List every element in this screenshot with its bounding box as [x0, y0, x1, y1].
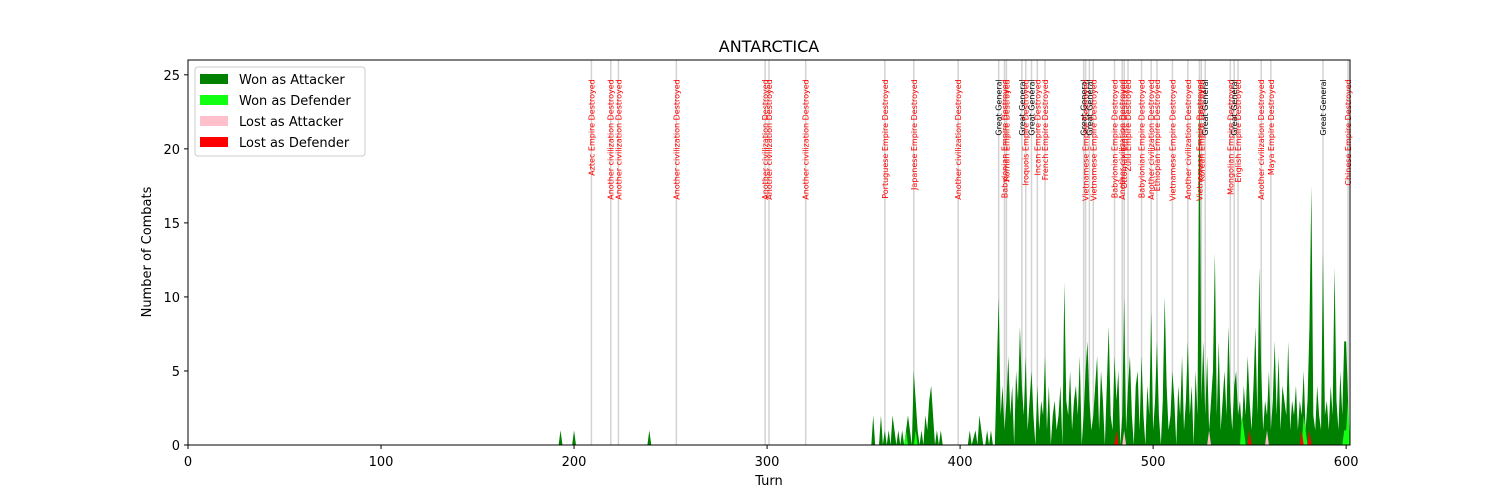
y-tick-label: 15: [163, 217, 180, 232]
y-axis-label: Number of Combats: [140, 186, 155, 317]
event-label: Vietnamese Empire Destroyed: [1168, 79, 1177, 201]
event-label: French Empire Destroyed: [1041, 79, 1050, 180]
event-label: Another civilization Destroyed: [614, 79, 623, 200]
x-tick-label: 400: [948, 455, 973, 470]
legend-entry: Lost as Attacker: [239, 115, 344, 130]
legend-swatch: [200, 95, 228, 105]
x-axis-ticks: 0 100 200 300 400 500 600: [184, 445, 1359, 470]
event-label: Vietnamese Empire Destroyed: [1082, 79, 1091, 201]
x-tick-label: 500: [1141, 455, 1166, 470]
event-label: Ottoman Empire Destroyed: [1120, 79, 1129, 189]
event-label: Portuguese Empire Destroyed: [881, 79, 890, 199]
event-label: English Empire Destroyed: [1234, 79, 1243, 182]
event-label: Great General: [1319, 79, 1328, 135]
event-label: Chinese Empire Destroyed: [1344, 79, 1353, 185]
plot-frame: [187, 59, 1351, 446]
legend-entry: Lost as Defender: [239, 136, 350, 151]
legend-box: [194, 66, 366, 157]
x-tick-label: 600: [1334, 455, 1359, 470]
y-tick-label: 0: [172, 439, 180, 454]
event-label: Vietnamese Empire Destroyed: [1195, 79, 1204, 201]
event-labels: Aztec Empire Destroyed Another civilizati…: [587, 79, 1353, 201]
event-label: Iroquois Empire Destroyed: [1022, 79, 1031, 185]
y-tick-label: 5: [172, 365, 180, 380]
event-label: Great General: [1080, 79, 1089, 135]
event-label: Ethiopian Empire Destroyed: [1153, 79, 1162, 191]
event-label: Zulu Empire Destroyed: [1124, 79, 1133, 171]
event-label: Aztec Empire Destroyed: [587, 79, 596, 176]
event-label: Another civilization Destroyed: [1184, 79, 1193, 200]
series-area-1: [904, 400, 1350, 445]
y-tick-label: 10: [163, 291, 180, 306]
legend: Won as Attacker Won as Defender Lost as At…: [194, 66, 366, 157]
legend-swatch: [200, 137, 228, 147]
series-areas: [558, 74, 1350, 446]
series-area-0: [558, 74, 1349, 446]
event-label: Babylonian Empire Destroyed: [1000, 79, 1009, 198]
event-label: Great General: [1230, 79, 1239, 135]
chart-title: ANTARCTICA: [719, 37, 820, 56]
y-tick-label: 20: [163, 143, 180, 158]
event-label: Another civilization Destroyed: [1257, 79, 1266, 200]
event-label: Babylonian Empire Destroyed: [1138, 79, 1147, 198]
event-label: Great General: [1201, 79, 1210, 135]
event-label: Great General: [1085, 79, 1094, 135]
event-label: Maya Empire Destroyed: [1267, 79, 1276, 175]
legend-swatch: [200, 116, 228, 126]
event-label: Another civilization Destroyed: [1118, 79, 1127, 200]
x-tick-label: 0: [184, 455, 192, 470]
y-axis-ticks: 0 5 10 15 20 25: [163, 69, 188, 454]
x-tick-label: 300: [755, 455, 780, 470]
event-label: Another civilization Destroyed: [607, 79, 616, 200]
event-label: Another civilization Destroyed: [802, 79, 811, 200]
event-label: Vietnamese Empire Destroyed: [1089, 79, 1098, 201]
legend-entry: Won as Attacker: [239, 73, 345, 88]
event-label: Another civilization Destroyed: [672, 79, 681, 200]
event-label: Another civilization Destroyed: [765, 79, 774, 200]
x-axis-label: Turn: [754, 474, 783, 489]
event-label: Japanese Empire Destroyed: [910, 79, 919, 191]
event-label: Babylonian Empire Destroyed: [1111, 79, 1120, 198]
x-tick-label: 100: [369, 455, 394, 470]
event-label: Great General: [1018, 79, 1027, 135]
event-label: Great General: [1028, 79, 1037, 135]
y-tick-label: 25: [163, 69, 180, 84]
event-label: Another civilization Destroyed: [1147, 79, 1156, 200]
event-label: Mongolian Empire Destroyed: [1226, 79, 1235, 195]
event-label: Another civilization Destroyed: [761, 79, 770, 200]
legend-entry: Won as Defender: [239, 94, 351, 109]
event-label: Great General: [995, 79, 1004, 135]
event-label: Roman Empire Destroyed: [1002, 79, 1011, 181]
event-label: Incan Empire Destroyed: [1033, 79, 1042, 175]
event-label: Korean Empire Destroyed: [1197, 79, 1206, 181]
event-label: Another civilization Destroyed: [954, 79, 963, 200]
x-tick-label: 200: [562, 455, 587, 470]
legend-swatch: [200, 74, 228, 84]
